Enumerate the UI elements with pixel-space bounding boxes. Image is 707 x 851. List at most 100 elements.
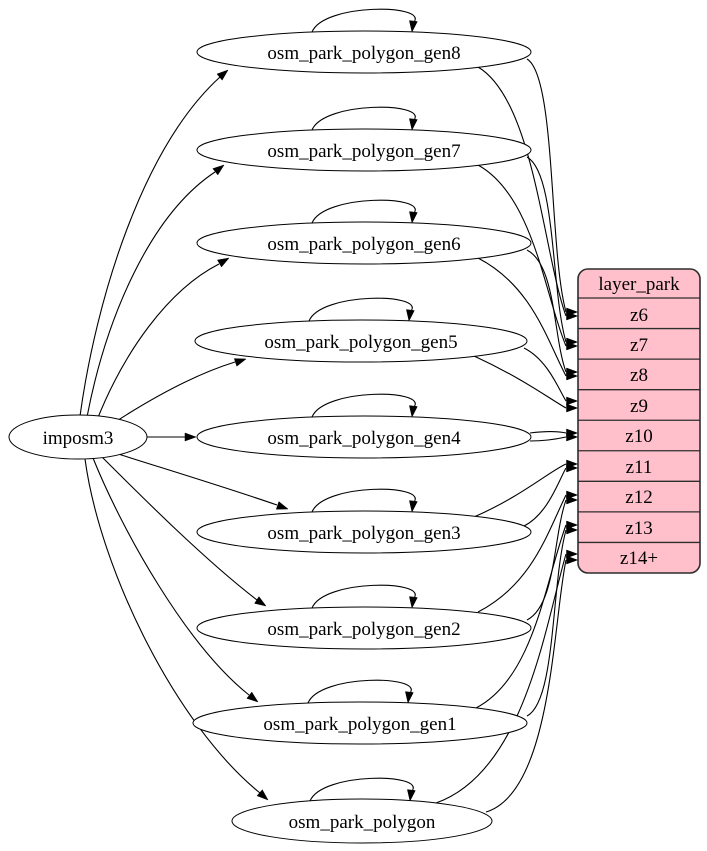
self-loop-edge-5	[311, 488, 416, 513]
arrowhead-icon	[566, 403, 579, 413]
layer-park-row-z1: z7	[630, 335, 648, 356]
arrowhead-icon	[566, 341, 579, 351]
node-osm-park-polygon-gen1-ellipse	[192, 701, 528, 745]
node-osm-park-polygon-gen8-ellipse	[196, 30, 532, 74]
self-loop-edge-3	[308, 297, 413, 322]
edge-imposm3-to-table-6	[100, 455, 258, 601]
node-osm-park-polygon-gen2-ellipse	[196, 606, 532, 650]
edge-table-3-to-row-b	[473, 355, 567, 409]
node-osm-park-polygon-ellipse	[231, 798, 493, 844]
arrowhead-icon	[256, 789, 269, 801]
edge-imposm3-to-table-5	[111, 451, 278, 506]
node-osm-park-polygon-gen6-ellipse	[196, 221, 532, 265]
self-loop-edge-8	[309, 777, 414, 802]
layer-park-row-z2: z8	[630, 365, 648, 386]
node-osm-park-polygon-label: osm_park_polygon	[289, 812, 436, 833]
node-osm-park-polygon-gen7-label: osm_park_polygon_gen7	[267, 141, 460, 162]
edge-imposm3-to-table-7	[92, 457, 250, 696]
edge-table-4-to-row-a	[529, 430, 567, 434]
edge-table-4-to-row-b	[529, 436, 567, 442]
edge-table-0-to-row-b	[477, 66, 567, 317]
edge-table-7-to-row-b	[475, 524, 567, 709]
layer-park-box	[577, 268, 701, 574]
edge-table-7-to-row-a	[526, 529, 567, 717]
node-osm-park-polygon-gen3-ellipse	[196, 510, 532, 554]
edge-imposm3-to-table-8	[84, 458, 261, 794]
node-osm-park-polygon-gen4: osm_park_polygon_gen4	[196, 415, 532, 459]
edge-table-2-to-row-a	[526, 249, 567, 373]
arrowhead-icon	[184, 432, 197, 442]
node-imposm3: imposm3	[8, 414, 148, 460]
arrowhead-icon	[566, 396, 579, 406]
self-loop-edge-2	[311, 199, 416, 224]
self-loop-edge-6	[311, 584, 416, 609]
node-osm-park-polygon-gen8-label: osm_park_polygon_gen8	[267, 43, 460, 64]
arrowhead-icon	[566, 490, 579, 500]
node-layer-park: layer_park z6 z7 z8 z9 z10 z11 z12 z13 z14+	[577, 268, 701, 574]
edge-imposm3-to-table-3	[111, 361, 236, 425]
arrowhead-icon	[406, 309, 415, 322]
arrowhead-icon	[254, 596, 267, 607]
edge-imposm3-to-table-2	[96, 263, 220, 421]
edge-table-2-to-row-b	[477, 257, 567, 377]
arrowhead-icon	[566, 520, 579, 530]
layer-park-row-z7: z13	[625, 518, 652, 539]
edge-table-6-to-row-b	[477, 494, 567, 613]
node-osm-park-polygon-gen6: osm_park_polygon_gen6	[196, 221, 532, 265]
node-osm-park-polygon-gen5: osm_park_polygon_gen5	[194, 319, 528, 363]
node-osm-park-polygon-gen6-label: osm_park_polygon_gen6	[267, 234, 460, 255]
arrowhead-icon	[409, 20, 418, 33]
node-osm-park-polygon: osm_park_polygon	[231, 798, 493, 844]
node-osm-park-polygon-gen7: osm_park_polygon_gen7	[196, 128, 532, 172]
arrowhead-icon	[409, 118, 418, 131]
node-osm-park-polygon-gen1-label: osm_park_polygon_gen1	[263, 714, 456, 735]
layer-park-row-z3: z9	[630, 396, 648, 417]
layer-park-title: layer_park	[598, 274, 680, 295]
edge-imposm3-to-table-1	[86, 171, 216, 418]
arrowhead-icon	[566, 549, 579, 559]
arrowhead-icon	[566, 371, 579, 381]
layer-park-row-z8: z14+	[620, 548, 658, 569]
edge-table-8-to-row-b	[435, 553, 567, 804]
node-osm-park-polygon-gen4-ellipse	[196, 415, 532, 459]
layer-park-row-z5: z11	[626, 457, 653, 478]
layer-park-row-z6: z12	[625, 487, 652, 508]
self-loop-edge-7	[307, 679, 412, 704]
arrowhead-icon	[409, 211, 418, 224]
arrowhead-icon	[409, 405, 418, 418]
imposm3-ellipse	[8, 414, 148, 460]
node-osm-park-polygon-gen2: osm_park_polygon_gen2	[196, 606, 532, 650]
arrowhead-icon	[233, 358, 247, 367]
arrowhead-icon	[212, 164, 225, 176]
arrowhead-icon	[566, 432, 579, 442]
arrowhead-icon	[566, 459, 579, 469]
arrowhead-icon	[246, 691, 259, 703]
self-loop-edge-0	[311, 8, 416, 33]
layer-park-row-z4: z10	[625, 426, 652, 447]
imposm3-label: imposm3	[43, 428, 114, 449]
edges-layer	[79, 8, 579, 813]
edge-table-5-to-row-b	[473, 463, 567, 518]
edge-imposm3-to-table-0	[79, 76, 221, 417]
self-loop-edge-1	[311, 106, 416, 131]
arrowhead-icon	[407, 789, 416, 802]
node-osm-park-polygon-gen1: osm_park_polygon_gen1	[192, 701, 528, 745]
arrowhead-icon	[275, 501, 289, 510]
arrowhead-icon	[216, 69, 229, 81]
node-osm-park-polygon-gen3-label: osm_park_polygon_gen3	[267, 523, 460, 544]
arrowhead-icon	[217, 257, 230, 268]
node-osm-park-polygon-gen2-label: osm_park_polygon_gen2	[267, 619, 460, 640]
node-osm-park-polygon-gen7-ellipse	[196, 128, 532, 172]
edge-table-8-to-row-a	[485, 559, 567, 813]
node-osm-park-polygon-gen8: osm_park_polygon_gen8	[196, 30, 532, 74]
edge-table-0-to-row-a	[526, 58, 567, 313]
node-osm-park-polygon-gen4-label: osm_park_polygon_gen4	[267, 428, 461, 449]
arrowhead-icon	[409, 596, 418, 609]
edge-table-1-to-row-b	[477, 164, 567, 347]
self-loop-edge-4	[311, 393, 416, 418]
node-osm-park-polygon-gen5-label: osm_park_polygon_gen5	[264, 332, 457, 353]
arrowhead-icon	[409, 500, 418, 513]
arrowhead-icon	[566, 555, 579, 565]
